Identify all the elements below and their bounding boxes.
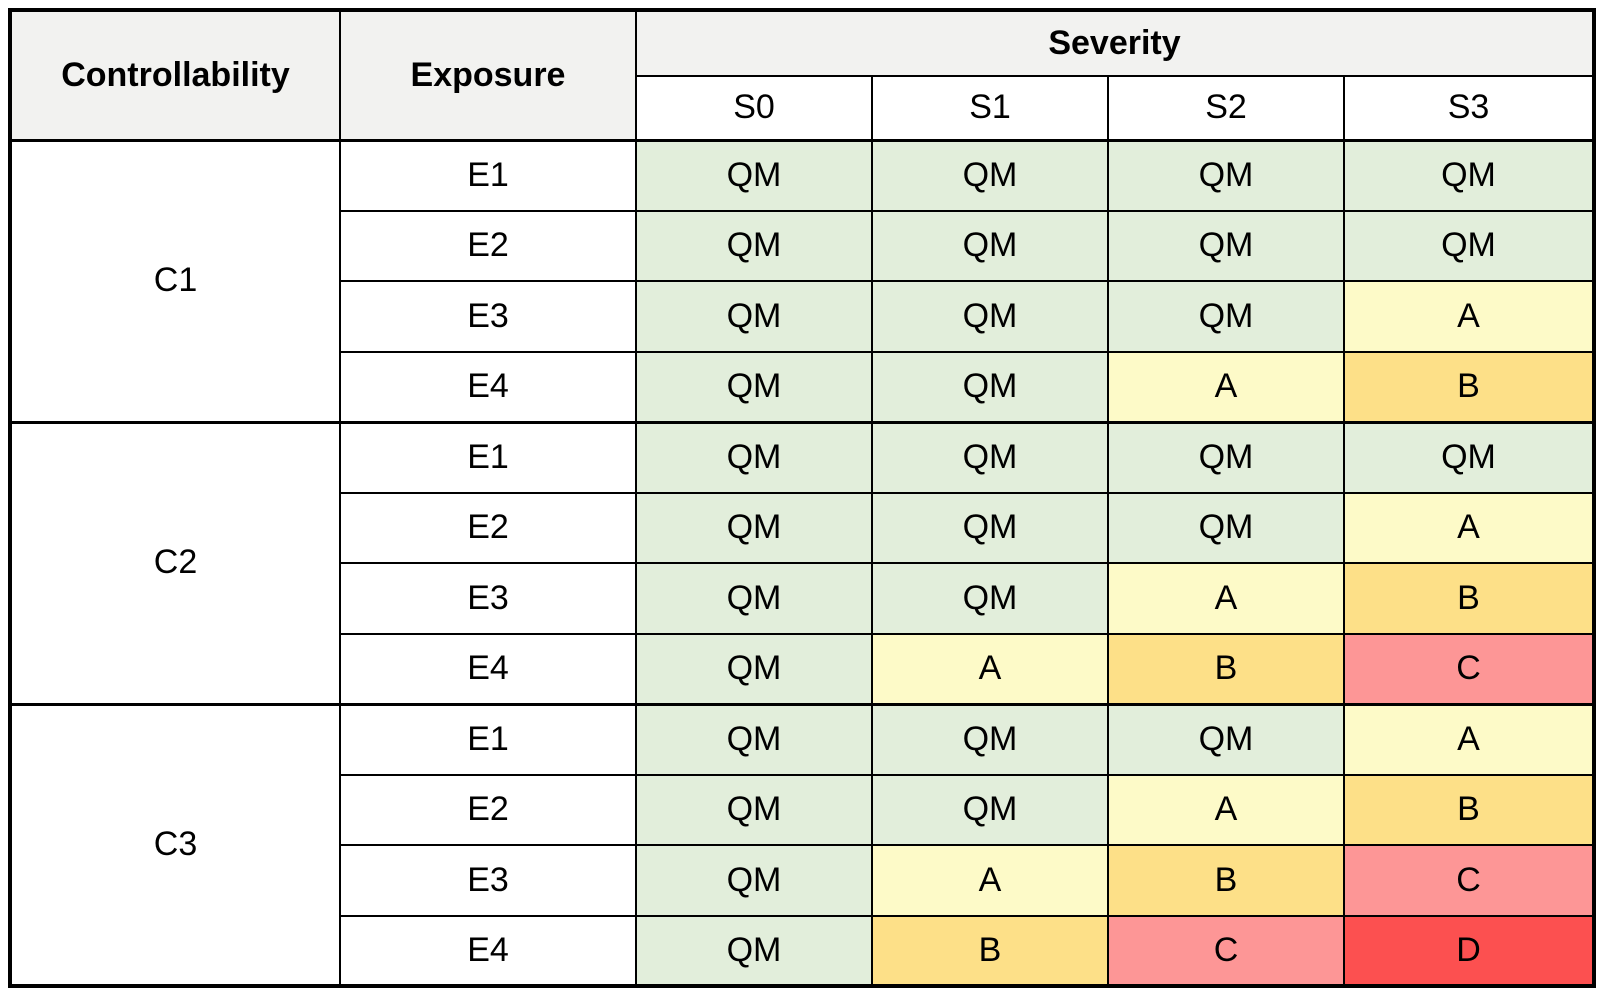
rating-cell: C — [1342, 632, 1596, 705]
rating-cell: QM — [1342, 209, 1596, 282]
table-header-row-1: Controllability Exposure Severity — [9, 9, 1596, 142]
table-row: C3 E1 QM QM QM A — [9, 702, 1596, 987]
rating-cell: B — [1342, 350, 1596, 423]
exposure-cell: E3 — [339, 280, 637, 353]
table-row: E3 QM QM QM A — [10, 280, 1596, 353]
exposure-cell: E3 — [339, 844, 637, 917]
rating-cell: QM — [635, 702, 873, 776]
rating-cell: QM — [635, 350, 873, 423]
rating-cell: A — [1342, 491, 1596, 564]
rating-cell: A — [1107, 350, 1345, 423]
rating-cell: QM — [635, 844, 873, 917]
rating-cell: QM — [635, 420, 873, 494]
rating-cell: QM — [635, 562, 873, 635]
rating-cell: C — [1107, 914, 1345, 987]
table-row: E2 QM QM QM QM — [10, 209, 1596, 282]
rating-cell: QM — [1342, 139, 1596, 212]
rating-cell: A — [1342, 702, 1596, 776]
severity-level-header-s0: S0 — [635, 75, 873, 142]
rating-cell: B — [871, 914, 1109, 987]
rating-cell: QM — [1107, 209, 1345, 282]
rating-cell: QM — [635, 280, 873, 353]
exposure-cell: E4 — [339, 632, 637, 705]
rating-cell: A — [871, 632, 1109, 705]
exposure-cell: E1 — [339, 139, 637, 212]
table-row: E3 QM A B C — [10, 844, 1596, 917]
rating-cell: QM — [1107, 491, 1345, 564]
table-row: E2 QM QM A B — [10, 773, 1596, 846]
rating-cell: QM — [871, 562, 1109, 635]
rating-cell: A — [871, 844, 1109, 917]
rating-cell: QM — [635, 773, 873, 846]
rating-cell: D — [1342, 914, 1596, 987]
rating-cell: C — [1342, 844, 1596, 917]
severity-level-header-s2: S2 — [1107, 75, 1345, 142]
controllability-cell-c1: C1 — [9, 139, 341, 423]
table-row: E2 QM QM QM A — [10, 491, 1596, 564]
rating-cell: B — [1107, 632, 1345, 705]
rating-cell: QM — [635, 139, 873, 212]
exposure-cell: E2 — [339, 773, 637, 846]
rating-cell: QM — [871, 702, 1109, 776]
rating-cell: QM — [635, 491, 873, 564]
rating-cell: QM — [1107, 139, 1345, 212]
controllability-cell-c3: C3 — [9, 702, 341, 987]
table-row: E3 QM QM A B — [10, 562, 1596, 635]
rating-cell: QM — [871, 209, 1109, 282]
table-row: E4 QM QM A B — [10, 350, 1596, 423]
table-row: C2 E1 QM QM QM QM — [9, 420, 1596, 705]
rating-cell: B — [1342, 773, 1596, 846]
rating-cell: B — [1107, 844, 1345, 917]
exposure-cell: E2 — [339, 209, 637, 282]
rating-cell: QM — [1107, 702, 1345, 776]
table-row: C1 E1 QM QM QM QM — [9, 139, 1596, 423]
rating-cell: QM — [871, 350, 1109, 423]
rating-cell: QM — [1342, 420, 1596, 494]
severity-level-header-s3: S3 — [1342, 75, 1596, 142]
rating-cell: A — [1107, 562, 1345, 635]
exposure-cell: E1 — [339, 702, 637, 776]
exposure-column-header: Exposure — [339, 9, 637, 142]
rating-cell: QM — [871, 139, 1109, 212]
exposure-cell: E1 — [339, 420, 637, 494]
rating-cell: QM — [635, 209, 873, 282]
rating-cell: QM — [871, 280, 1109, 353]
severity-group-header: Severity — [634, 9, 1596, 77]
table-row: E4 QM A B C — [10, 632, 1596, 705]
table-row: E4 QM B C D — [10, 914, 1596, 987]
rating-cell: QM — [635, 632, 873, 705]
rating-cell: B — [1342, 562, 1596, 635]
rating-cell: QM — [1107, 280, 1345, 353]
controllability-column-header: Controllability — [9, 9, 341, 142]
exposure-cell: E4 — [339, 914, 637, 987]
rating-cell: A — [1342, 280, 1596, 353]
rating-cell: QM — [871, 420, 1109, 494]
severity-level-header-s1: S1 — [871, 75, 1109, 142]
asil-risk-matrix-table: Controllability Exposure Severity S0 S1 … — [8, 8, 1597, 988]
rating-cell: A — [1107, 773, 1345, 846]
rating-cell: QM — [871, 773, 1109, 846]
rating-cell: QM — [1107, 420, 1345, 494]
exposure-cell: E3 — [339, 562, 637, 635]
controllability-cell-c2: C2 — [9, 420, 341, 705]
table-header-row-2: S0 S1 S2 S3 — [10, 75, 1596, 142]
rating-cell: QM — [871, 491, 1109, 564]
rating-cell: QM — [635, 914, 873, 987]
exposure-cell: E2 — [339, 491, 637, 564]
exposure-cell: E4 — [339, 350, 637, 423]
